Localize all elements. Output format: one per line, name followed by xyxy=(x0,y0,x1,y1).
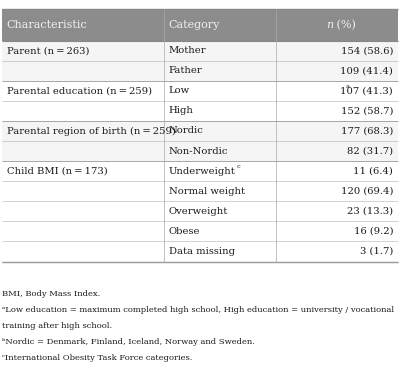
Bar xyxy=(2,41,398,61)
Text: Low: Low xyxy=(169,86,190,95)
Text: 152 (58.7): 152 (58.7) xyxy=(341,106,393,115)
Text: 177 (68.3): 177 (68.3) xyxy=(341,127,393,135)
Bar xyxy=(2,121,398,141)
Bar xyxy=(2,101,398,121)
Text: Non-Nordic: Non-Nordic xyxy=(169,147,228,155)
Bar xyxy=(2,221,398,241)
Bar xyxy=(2,241,398,262)
Text: n: n xyxy=(326,20,333,30)
Text: Nordic: Nordic xyxy=(169,127,204,135)
Text: Category: Category xyxy=(169,20,220,30)
Text: 82 (31.7): 82 (31.7) xyxy=(347,147,393,155)
Bar xyxy=(2,9,398,41)
Bar xyxy=(2,201,398,221)
Text: Obese: Obese xyxy=(169,227,200,236)
Text: 3 (1.7): 3 (1.7) xyxy=(360,247,393,256)
Text: 11 (6.4): 11 (6.4) xyxy=(353,167,393,175)
Text: c: c xyxy=(237,164,240,169)
Text: Child BMI (n = 173): Child BMI (n = 173) xyxy=(7,167,108,175)
Text: 107 (41.3): 107 (41.3) xyxy=(340,86,393,95)
Text: ᶜInternational Obesity Task Force categories.: ᶜInternational Obesity Task Force catego… xyxy=(2,354,192,362)
Text: Characteristic: Characteristic xyxy=(7,20,88,30)
Text: a: a xyxy=(346,84,350,89)
Text: Mother: Mother xyxy=(169,46,206,55)
Text: 16 (9.2): 16 (9.2) xyxy=(354,227,393,236)
Text: ᵇNordic = Denmark, Finland, Iceland, Norway and Sweden.: ᵇNordic = Denmark, Finland, Iceland, Nor… xyxy=(2,338,255,346)
Text: Underweight: Underweight xyxy=(169,167,236,175)
Text: Parental region of birth (n = 259): Parental region of birth (n = 259) xyxy=(7,126,176,136)
Text: Data missing: Data missing xyxy=(169,247,235,256)
Text: Father: Father xyxy=(169,66,202,75)
Text: Parent (n = 263): Parent (n = 263) xyxy=(7,46,89,55)
Text: Normal weight: Normal weight xyxy=(169,187,245,196)
Text: 109 (41.4): 109 (41.4) xyxy=(340,66,393,75)
Text: 154 (58.6): 154 (58.6) xyxy=(341,46,393,55)
Text: Parental education (n = 259): Parental education (n = 259) xyxy=(7,86,152,95)
Text: ᵃLow education = maximum completed high school, High education = university / vo: ᵃLow education = maximum completed high … xyxy=(2,306,394,314)
Text: training after high school.: training after high school. xyxy=(2,322,112,330)
Bar xyxy=(2,81,398,101)
Bar xyxy=(2,181,398,201)
Text: 120 (69.4): 120 (69.4) xyxy=(341,187,393,196)
Bar xyxy=(2,141,398,161)
Text: High: High xyxy=(169,106,194,115)
Text: 23 (13.3): 23 (13.3) xyxy=(347,207,393,216)
Bar xyxy=(2,61,398,81)
Text: Overweight: Overweight xyxy=(169,207,228,216)
Text: BMI, Body Mass Index.: BMI, Body Mass Index. xyxy=(2,290,100,298)
Bar xyxy=(2,161,398,181)
Text: (%): (%) xyxy=(333,20,356,30)
